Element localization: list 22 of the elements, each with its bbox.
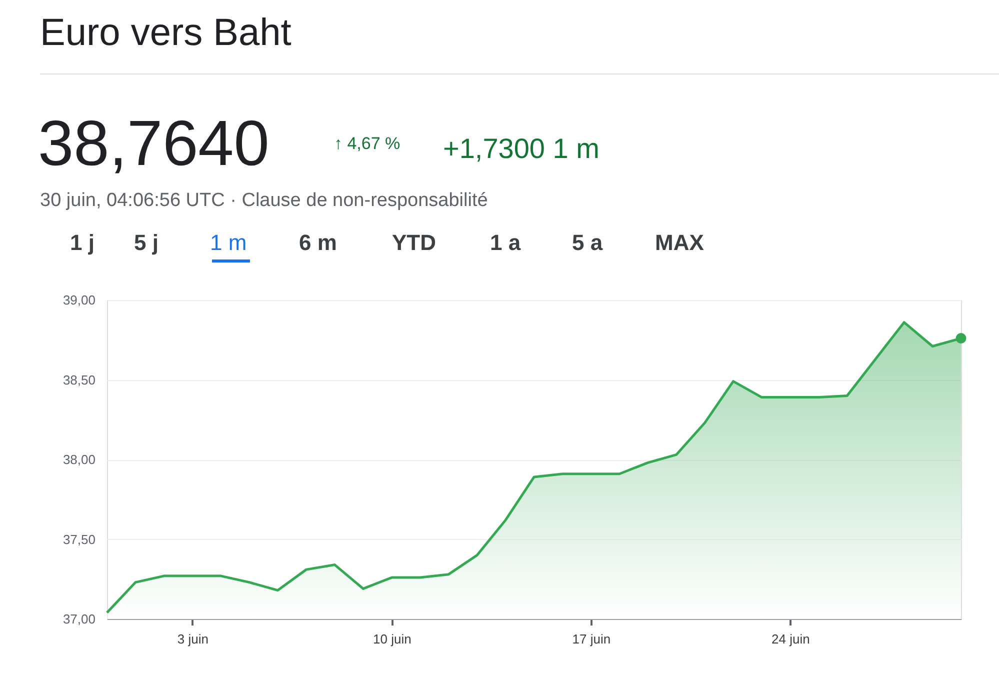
text: +1,7300 1 m <box>443 133 600 164</box>
text: 1 j <box>70 230 94 255</box>
text: 5 j <box>134 230 158 255</box>
x-tick-label: 24 juin <box>772 632 810 646</box>
y-tick-label: 38,00 <box>62 452 96 467</box>
x-tick-label: 3 juin <box>177 632 208 646</box>
y-tick-label: 39,00 <box>62 292 96 308</box>
text: 38,7640 <box>38 107 270 179</box>
text: 1 a <box>490 230 522 255</box>
text: YTD <box>392 230 436 255</box>
chart-title: Euro vers Baht <box>40 12 292 54</box>
x-tick-label: 10 juin <box>373 632 412 646</box>
x-tick-label: 17 juin <box>572 632 611 646</box>
text: MAX <box>655 230 704 255</box>
y-tick-label: 37,00 <box>62 612 96 626</box>
text: 1 m <box>210 230 247 255</box>
y-tick-label: 37,50 <box>62 532 96 547</box>
y-tick-label: 38,50 <box>62 372 96 388</box>
text: ↑ 4,67 % <box>334 134 400 153</box>
text: 5 a <box>572 230 604 255</box>
text: 6 m <box>299 230 337 255</box>
text: 30 juin, 04:06:56 UTC · Clause de non-responsabilité <box>40 190 488 211</box>
